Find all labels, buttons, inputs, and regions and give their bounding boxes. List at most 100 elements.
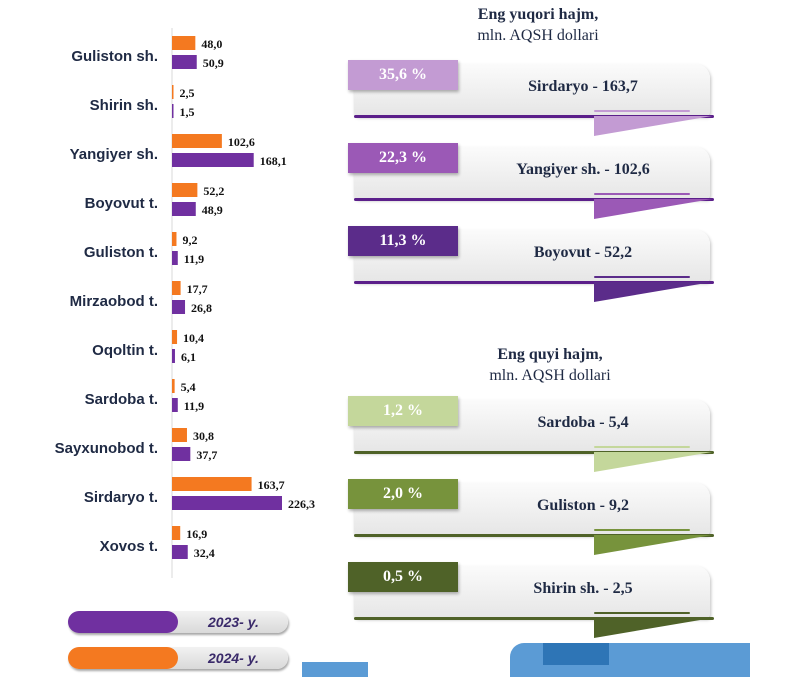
bar-2024: [172, 526, 181, 540]
value-label-2024: 17,7: [187, 282, 208, 296]
bar-2024: [172, 85, 174, 99]
card-underline: [354, 534, 714, 537]
legend-2023: 2023- y.: [68, 611, 288, 633]
value-label-2024: 48,0: [201, 37, 222, 51]
category-label: Xovos t.: [100, 538, 158, 555]
bar-2023: [172, 300, 186, 314]
bar-2023: [172, 251, 178, 265]
share-percent: 22,3 %: [348, 143, 458, 173]
share-card: 35,6 % Sirdaryo - 163,7: [348, 60, 716, 136]
bottom-section-title: Eng quyi hajm, mln. AQSH dollari: [390, 344, 710, 386]
card-tail: [594, 535, 712, 555]
bar-2024: [172, 428, 187, 442]
category-label: Guliston t.: [84, 244, 158, 261]
legend-label-2023: 2023- y.: [208, 614, 259, 630]
value-label-2024: 10,4: [183, 331, 204, 345]
value-label-2023: 226,3: [288, 497, 315, 511]
category-label: Sardoba t.: [85, 391, 158, 408]
bar-2023: [172, 398, 178, 412]
share-percent: 0,5 %: [348, 562, 458, 592]
category-label: Shirin sh.: [90, 97, 158, 114]
value-label-2023: 26,8: [191, 301, 212, 315]
card-tail: [594, 618, 712, 638]
bar-2024: [172, 330, 178, 344]
category-label: Sirdaryo t.: [84, 489, 158, 506]
value-label-2023: 50,9: [203, 56, 224, 70]
value-label-2023: 11,9: [184, 252, 204, 266]
card-underline: [354, 451, 714, 454]
category-label: Mirzaobod t.: [70, 293, 158, 310]
share-percent: 11,3 %: [348, 226, 458, 256]
value-label-2024: 30,8: [193, 429, 214, 443]
bottom-title-line1: Eng quyi hajm,: [497, 346, 603, 363]
legend-swatch-2023: [68, 611, 178, 633]
bar-2024: [172, 379, 175, 393]
value-label-2024: 52,2: [203, 184, 224, 198]
value-label-2023: 32,4: [194, 546, 215, 560]
value-label-2024: 2,5: [180, 86, 195, 100]
top-title-line2: mln. AQSH dollari: [477, 27, 599, 44]
share-label: Boyovut - 52,2: [533, 244, 633, 261]
legend-2024: 2024- y.: [68, 647, 288, 669]
card-accent-line: [594, 446, 690, 448]
card-accent-line: [594, 193, 690, 195]
share-label: Sardoba - 5,4: [537, 414, 629, 431]
footer-decoration-left: [302, 662, 368, 677]
bar-2024: [172, 134, 222, 148]
top-title-line1: Eng yuqori hajm,: [477, 6, 599, 23]
value-label-2023: 48,9: [202, 203, 223, 217]
bar-2024: [172, 232, 177, 246]
value-label-2024: 16,9: [186, 527, 207, 541]
share-label: Guliston - 9,2: [536, 497, 629, 514]
share-card: 11,3 % Boyovut - 52,2: [348, 226, 716, 302]
share-label: Yangiyer sh. - 102,6: [516, 161, 650, 178]
share-label: Sirdaryo - 163,7: [528, 78, 638, 95]
share-percent: 35,6 %: [348, 60, 458, 90]
category-label: Sayxunobod t.: [55, 440, 158, 457]
card-underline: [354, 198, 714, 201]
top-section-title: Eng yuqori hajm, mln. AQSH dollari: [378, 4, 698, 46]
bar-2024: [172, 183, 198, 197]
share-percent: 1,2 %: [348, 396, 458, 426]
value-label-2024: 102,6: [228, 135, 255, 149]
share-card: 0,5 % Shirin sh. - 2,5: [348, 562, 716, 638]
bar-2023: [172, 153, 254, 167]
bar-2023: [172, 496, 282, 510]
share-percent: 2,0 %: [348, 479, 458, 509]
value-label-2023: 6,1: [181, 350, 196, 364]
share-card: 22,3 % Yangiyer sh. - 102,6: [348, 143, 716, 219]
card-underline: [354, 617, 714, 620]
bar-2024: [172, 36, 196, 50]
value-label-2024: 9,2: [182, 233, 197, 247]
value-label-2023: 168,1: [260, 154, 287, 168]
card-tail: [594, 282, 712, 302]
card-tail: [594, 199, 712, 219]
bar-2023: [172, 349, 175, 363]
card-underline: [354, 281, 714, 284]
value-label-2023: 37,7: [196, 448, 217, 462]
card-tail: [594, 452, 712, 472]
card-accent-line: [594, 529, 690, 531]
value-label-2024: 5,4: [181, 380, 196, 394]
value-label-2024: 163,7: [258, 478, 285, 492]
value-label-2023: 1,5: [180, 105, 195, 119]
bar-2024: [172, 477, 252, 491]
value-label-2023: 11,9: [184, 399, 204, 413]
bar-2023: [172, 447, 191, 461]
category-label: Guliston sh.: [71, 48, 158, 65]
category-label: Boyovut t.: [85, 195, 158, 212]
card-accent-line: [594, 612, 690, 614]
bar-2023: [172, 55, 197, 69]
card-underline: [354, 115, 714, 118]
bar-2024: [172, 281, 181, 295]
card-tail: [594, 116, 712, 136]
share-card: 1,2 % Sardoba - 5,4: [348, 396, 716, 472]
bottom-title-line2: mln. AQSH dollari: [489, 367, 611, 384]
card-accent-line: [594, 110, 690, 112]
share-card: 2,0 % Guliston - 9,2: [348, 479, 716, 555]
legend-label-2024: 2024- y.: [208, 650, 259, 666]
bar-2023: [172, 202, 196, 216]
share-label: Shirin sh. - 2,5: [533, 580, 633, 597]
bar-2023: [172, 104, 174, 118]
category-label: Oqoltin t.: [92, 342, 158, 359]
